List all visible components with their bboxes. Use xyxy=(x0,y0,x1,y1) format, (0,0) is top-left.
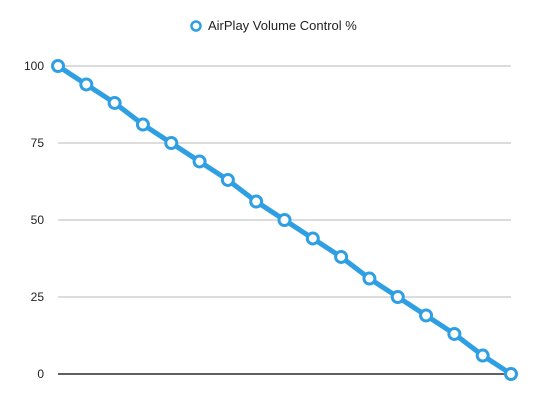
data-point xyxy=(362,271,377,286)
data-point xyxy=(277,213,292,227)
y-tick-label: 75 xyxy=(31,136,45,150)
legend-label: AirPlay Volume Control % xyxy=(208,18,357,33)
data-point xyxy=(504,367,518,381)
data-point xyxy=(51,59,65,73)
data-point xyxy=(164,136,179,150)
data-point xyxy=(390,290,405,304)
y-tick-label: 0 xyxy=(37,367,44,381)
legend: AirPlay Volume Control % xyxy=(190,18,357,33)
y-tick-label: 25 xyxy=(31,290,45,304)
plot-area xyxy=(51,59,518,381)
data-point xyxy=(419,308,434,323)
y-tick-label: 100 xyxy=(24,59,44,73)
data-point xyxy=(220,172,235,187)
data-point xyxy=(192,154,207,169)
data-point xyxy=(135,117,150,132)
data-point xyxy=(107,95,122,110)
data-point xyxy=(334,249,349,264)
y-axis: 0 25 50 75 100 xyxy=(24,59,44,381)
data-point xyxy=(249,194,264,209)
data-point xyxy=(447,326,462,341)
y-tick-label: 50 xyxy=(31,213,45,227)
data-point xyxy=(79,77,94,92)
legend-marker xyxy=(190,20,202,32)
data-point xyxy=(305,231,320,246)
data-point xyxy=(475,348,490,363)
